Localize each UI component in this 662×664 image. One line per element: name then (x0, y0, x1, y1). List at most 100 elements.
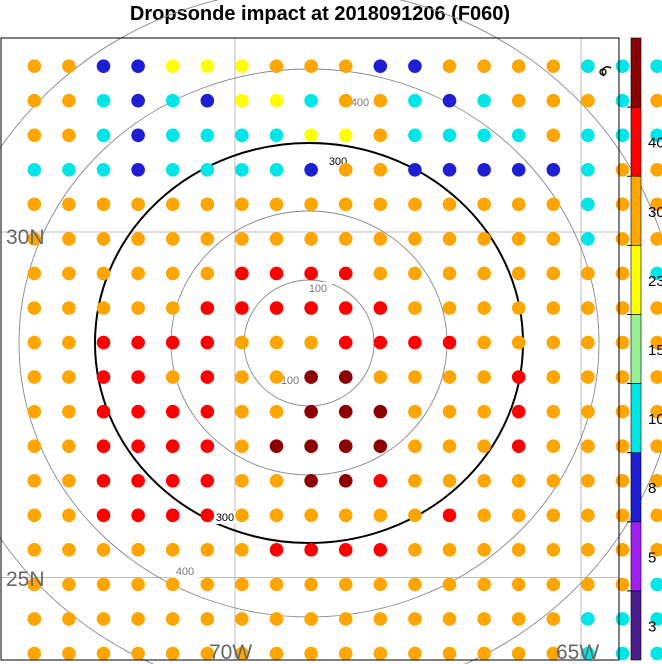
impact-dot (96, 439, 111, 454)
impact-dot (477, 59, 491, 73)
impact-dot (165, 439, 180, 454)
impact-dot (235, 163, 249, 177)
impact-dot (304, 232, 318, 246)
impact-dot (27, 232, 42, 246)
colorbar-swatch (630, 175, 642, 246)
impact-dot (131, 439, 145, 454)
impact-dot (269, 128, 284, 143)
impact-dot (477, 473, 491, 488)
impact-dot (200, 163, 215, 177)
impact-dot (165, 404, 180, 419)
impact-dot (477, 93, 491, 108)
impact-dot (373, 612, 388, 626)
colorbar-swatch (630, 314, 642, 384)
impact-dot (96, 335, 111, 350)
impact-dot (269, 163, 284, 177)
impact-dot (615, 197, 630, 212)
colorbar-label: 23 (648, 273, 662, 290)
impact-dot (165, 508, 180, 523)
impact-dot (269, 577, 284, 592)
impact-dot (477, 335, 491, 350)
impact-dot (581, 301, 595, 315)
impact-dot (511, 508, 526, 523)
impact-dot (165, 266, 180, 281)
impact-dot (235, 59, 249, 73)
impact-dot (373, 439, 388, 454)
impact-dot (27, 577, 42, 592)
impact-dot (235, 370, 249, 384)
lon-label-65w: 65W (556, 641, 599, 664)
impact-dot (200, 646, 215, 661)
impact-dot (338, 439, 353, 454)
impact-dot (62, 543, 76, 557)
impact-dot (546, 128, 561, 143)
impact-dot (442, 612, 457, 626)
lat-label-30n: 30N (6, 226, 45, 249)
impact-dot (235, 128, 249, 143)
impact-dot (373, 266, 388, 281)
impact-dot (131, 59, 145, 73)
impact-dot (96, 59, 111, 73)
impact-dot (511, 404, 526, 419)
impact-dot (511, 646, 526, 661)
impact-dot (373, 59, 388, 73)
impact-dot (615, 404, 630, 419)
impact-dot (650, 612, 662, 626)
impact-dot (304, 266, 318, 281)
impact-dot (304, 543, 318, 557)
impact-dot (477, 128, 491, 143)
impact-dot (546, 301, 561, 315)
impact-dot (581, 404, 595, 419)
ring-label-400: 400 (351, 97, 369, 109)
impact-dot (408, 473, 422, 488)
impact-dot (477, 508, 491, 523)
impact-dot (408, 301, 422, 315)
impact-dot (511, 59, 526, 73)
ring-label-400: 400 (176, 566, 194, 578)
impact-dot (615, 646, 630, 661)
impact-dot (27, 266, 42, 281)
impact-dot (373, 197, 388, 212)
impact-dot (615, 370, 630, 384)
ring-label-bg (346, 96, 374, 109)
impact-dot (235, 335, 249, 350)
impact-dot (546, 543, 561, 557)
impact-dot (511, 163, 526, 177)
impact-dot (338, 59, 353, 73)
impact-dot (235, 577, 249, 592)
impact-dot (615, 93, 630, 108)
impact-dot (546, 59, 561, 73)
impact-dot (235, 508, 249, 523)
colorbar-swatch (630, 590, 642, 661)
impact-dot (546, 612, 561, 626)
impact-dot (269, 543, 284, 557)
impact-dot (62, 59, 76, 73)
impact-dot (96, 577, 111, 592)
impact-dot (200, 59, 215, 73)
impact-dot (650, 439, 662, 454)
impact-dot (96, 266, 111, 281)
impact-dot (165, 59, 180, 73)
impact-dot (511, 370, 526, 384)
impact-dot (442, 577, 457, 592)
impact-dot (96, 197, 111, 212)
impact-dot (200, 93, 215, 108)
impact-dot (96, 301, 111, 315)
impact-dot (62, 266, 76, 281)
impact-dot (131, 646, 145, 661)
impact-dot (373, 508, 388, 523)
impact-dot (304, 646, 318, 661)
impact-dot (235, 197, 249, 212)
impact-dot (338, 646, 353, 661)
impact-dot (200, 439, 215, 454)
impact-dot (338, 93, 353, 108)
impact-dot (442, 232, 457, 246)
impact-dot (338, 197, 353, 212)
impact-dot (235, 404, 249, 419)
impact-dot (650, 335, 662, 350)
impact-dot (477, 646, 491, 661)
impact-dot (131, 128, 145, 143)
impact-dot (581, 128, 595, 143)
ring-label-100: 100 (309, 283, 327, 295)
ring-label-100: 100 (281, 375, 299, 387)
